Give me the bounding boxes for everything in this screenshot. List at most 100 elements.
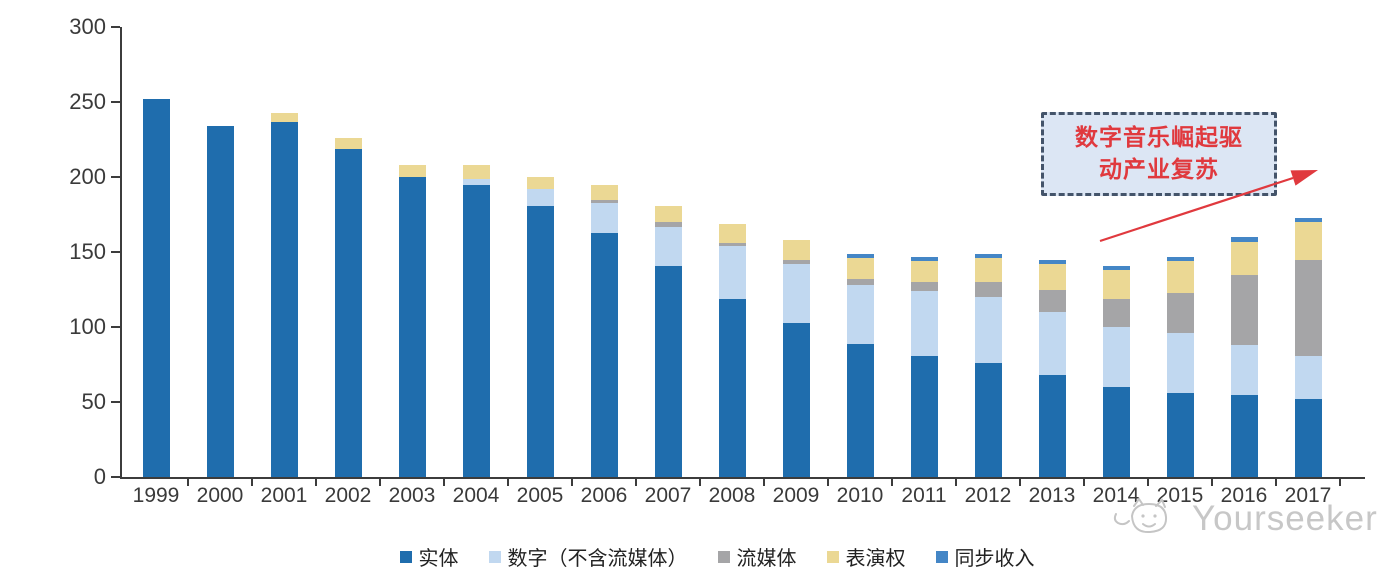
- x-axis-tick-mark: [315, 479, 317, 486]
- bar-segment: [1102, 387, 1130, 477]
- x-axis-label: 2003: [388, 484, 436, 507]
- bar-segment: [718, 243, 746, 246]
- y-axis-tick-mark: [111, 401, 120, 403]
- x-axis-label: 2001: [260, 484, 308, 507]
- x-axis-label: 2013: [1028, 484, 1076, 507]
- bar-segment: [1166, 333, 1194, 393]
- bar-segment: [526, 177, 554, 189]
- annotation-box: 数字音乐崛起驱 动产业复苏: [1041, 112, 1277, 196]
- watermark-label: Yourseeker: [1192, 499, 1378, 538]
- bar-segment: [1230, 394, 1258, 477]
- bar-segment: [270, 112, 298, 122]
- y-axis-tick-label: 200: [69, 164, 106, 189]
- bar-segment: [1166, 393, 1194, 477]
- bar-segment: [1294, 355, 1322, 399]
- bar-segment: [718, 246, 746, 299]
- y-axis-tick-mark: [111, 101, 120, 103]
- bar-segment: [910, 291, 938, 356]
- x-axis-label: 2011: [901, 484, 947, 507]
- y-axis-tick-mark: [111, 251, 120, 253]
- y-axis-tick-mark: [111, 326, 120, 328]
- bar-segment: [654, 265, 682, 477]
- watermark: Yourseeker: [1112, 496, 1378, 542]
- bar-segment: [910, 355, 938, 477]
- x-axis-label: 2017: [1284, 484, 1332, 507]
- x-axis-label: 2016: [1220, 484, 1268, 507]
- x-axis-tick-mark: [251, 479, 253, 486]
- bar-segment: [1038, 264, 1066, 290]
- y-axis-tick-mark: [111, 476, 120, 478]
- bar-segment: [462, 165, 490, 179]
- bar-segment: [526, 189, 554, 206]
- x-axis-label: 2014: [1092, 484, 1140, 507]
- annotation-line-1: 数字音乐崛起驱: [1075, 124, 1243, 151]
- bar-segment: [974, 258, 1002, 282]
- y-axis-tick-mark: [111, 176, 120, 178]
- x-axis-tick-mark: [1339, 479, 1341, 486]
- bar-segment: [718, 298, 746, 477]
- bar-segment: [846, 253, 874, 258]
- bar-segment: [846, 279, 874, 285]
- bar-segment: [782, 259, 810, 264]
- y-axis-tick-label: 150: [69, 239, 106, 264]
- bar-segment: [846, 258, 874, 279]
- y-axis-tick-label: 300: [69, 14, 106, 39]
- x-axis-tick-mark: [699, 479, 701, 486]
- x-axis-tick-mark: [891, 479, 893, 486]
- bar-segment: [590, 202, 618, 233]
- bar-segment: [1294, 399, 1322, 477]
- legend-item: 流媒体: [717, 542, 797, 571]
- x-axis-label: 2002: [324, 484, 372, 507]
- bar-segment: [1230, 241, 1258, 275]
- legend-item: 数字（不含流媒体）: [488, 542, 688, 571]
- x-axis-tick-mark: [1019, 479, 1021, 486]
- legend-label: 表演权: [845, 546, 906, 570]
- x-axis-tick-mark: [827, 479, 829, 486]
- x-axis-label: 2010: [836, 484, 884, 507]
- x-axis-label: 2015: [1156, 484, 1204, 507]
- bar-segment: [782, 240, 810, 260]
- x-axis-tick-mark: [571, 479, 573, 486]
- bar-segment: [654, 222, 682, 227]
- legend-swatch: [399, 550, 412, 563]
- x-axis-label: 2006: [580, 484, 628, 507]
- bar-segment: [462, 184, 490, 477]
- legend-item: 表演权: [826, 542, 906, 571]
- x-axis-tick-mark: [379, 479, 381, 486]
- x-axis-tick-mark: [1147, 479, 1149, 486]
- x-axis-tick-mark: [1275, 479, 1277, 486]
- bar-segment: [206, 126, 234, 477]
- x-axis-label: 1999: [132, 484, 180, 507]
- legend-swatch: [826, 550, 839, 563]
- x-axis-label: 2000: [196, 484, 244, 507]
- x-axis-tick-mark: [955, 479, 957, 486]
- bar-segment: [1166, 256, 1194, 261]
- x-axis-label: 2008: [708, 484, 756, 507]
- x-axis-tick-mark: [187, 479, 189, 486]
- bar-segment: [654, 205, 682, 222]
- bar-segment: [1038, 312, 1066, 375]
- legend: 实体 数字（不含流媒体） 流媒体 表演权 同步收入: [18, 542, 1398, 571]
- cat-face-icon: [1113, 497, 1168, 534]
- bar-segment: [526, 205, 554, 477]
- bar-segment: [462, 178, 490, 185]
- bar-segment: [1102, 298, 1130, 327]
- legend-label: 数字（不含流媒体）: [507, 546, 688, 570]
- bar-segment: [1102, 265, 1130, 270]
- legend-item: 同步收入: [935, 542, 1035, 571]
- y-axis-tick-label: 50: [81, 389, 106, 414]
- bar-segment: [718, 223, 746, 243]
- bar-segment: [1102, 270, 1130, 299]
- bar-segment: [910, 261, 938, 282]
- bar-segment: [1102, 327, 1130, 387]
- bar-segment: [590, 184, 618, 200]
- x-axis-tick-mark: [1083, 479, 1085, 486]
- legend-swatch: [935, 550, 948, 563]
- bar-segment: [590, 232, 618, 477]
- bar-segment: [270, 121, 298, 477]
- bar-segment: [974, 253, 1002, 258]
- legend-label: 实体: [418, 546, 459, 570]
- x-axis-label: 2007: [644, 484, 692, 507]
- bar-segment: [1230, 345, 1258, 395]
